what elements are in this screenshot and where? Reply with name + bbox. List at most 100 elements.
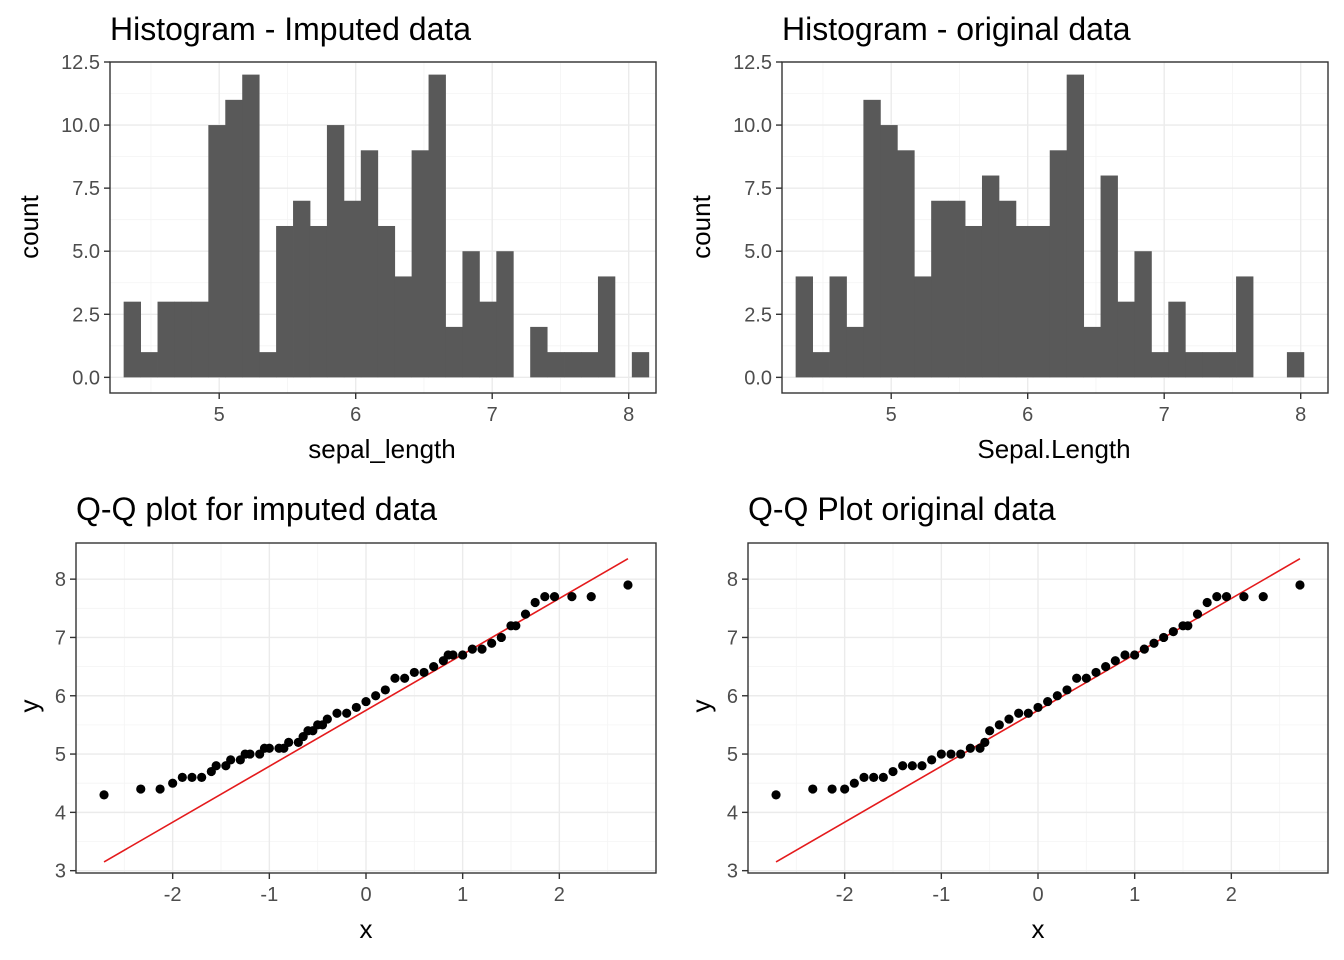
qq-point — [520, 609, 531, 619]
qq-point — [342, 708, 352, 718]
qq-point — [226, 755, 236, 765]
histogram-bar — [1066, 74, 1085, 378]
histogram-bar — [1219, 352, 1237, 378]
qq-point — [840, 784, 850, 794]
qq-point — [136, 784, 146, 794]
y-tick-label: 12.5 — [61, 52, 100, 74]
x-tick-label: 1 — [457, 884, 468, 906]
histogram-bar — [174, 301, 192, 378]
histogram-bar — [1032, 225, 1051, 378]
qq-point — [1062, 685, 1072, 695]
qq-point — [869, 772, 879, 782]
histogram-bar — [1236, 276, 1254, 378]
qq-point — [1004, 714, 1014, 724]
qq-point — [1101, 662, 1111, 672]
x-tick-label: 7 — [1159, 404, 1170, 426]
y-tick-label: 2.5 — [72, 304, 100, 326]
qq-point — [907, 761, 917, 771]
qq-point — [99, 790, 109, 800]
qq-point — [849, 778, 859, 788]
qq-point — [1239, 592, 1249, 602]
qq-point — [980, 737, 990, 747]
qq-point — [1081, 673, 1091, 683]
y-axis-label: y — [686, 700, 716, 713]
histogram-bar — [1117, 301, 1135, 378]
qq-point — [808, 784, 818, 794]
y-tick-label: 7.5 — [744, 178, 772, 200]
y-tick-label: 7 — [727, 627, 738, 649]
panel-histogram-original: Histogram - original data Sepal.Length c… — [686, 11, 1329, 464]
histogram-bar — [1151, 352, 1169, 378]
x-axis-label: sepal_length — [308, 434, 455, 464]
qq-point — [898, 761, 908, 771]
qq-point — [540, 592, 550, 602]
histogram-bar — [479, 301, 497, 378]
x-tick-label: -2 — [836, 884, 854, 906]
histogram-bar — [795, 276, 813, 378]
qq-reference-line — [103, 558, 629, 863]
qq-point — [859, 772, 869, 782]
y-tick-label: 3 — [55, 861, 66, 883]
histogram-bar — [242, 74, 260, 378]
y-tick-label: 4 — [55, 802, 66, 824]
histogram-bar — [411, 150, 429, 378]
qq-point — [1091, 667, 1101, 678]
histogram-bar — [1168, 301, 1186, 378]
plot-title: Q-Q Plot original data — [748, 491, 1056, 527]
qq-point — [946, 749, 956, 759]
histogram-bar — [880, 125, 898, 378]
qq-point — [487, 638, 497, 648]
qq-point — [927, 755, 937, 765]
qq-point — [1110, 656, 1120, 666]
qq-point — [1149, 638, 1159, 648]
histogram-bar — [208, 125, 226, 378]
y-axis-label: count — [14, 194, 44, 258]
histogram-bar — [428, 74, 446, 378]
x-tick-label: 8 — [1295, 404, 1306, 426]
qq-point — [917, 761, 927, 771]
x-tick-label: 1 — [1129, 884, 1140, 906]
histogram-bar — [191, 301, 209, 378]
qq-point — [1120, 650, 1130, 660]
y-axis-label: count — [686, 194, 716, 258]
qq-point — [1258, 592, 1268, 602]
histogram-bar — [225, 99, 243, 378]
histogram-bar — [914, 276, 932, 378]
qq-point — [1033, 702, 1043, 713]
histogram-bar — [326, 125, 345, 378]
y-tick-label: 0.0 — [744, 367, 772, 389]
qq-point — [371, 691, 381, 701]
histogram-bar — [293, 200, 311, 378]
x-tick-label: 2 — [554, 884, 565, 906]
histogram-bar — [140, 352, 158, 378]
y-tick-label: 10.0 — [61, 115, 100, 137]
y-tick-label: 3 — [727, 861, 738, 883]
histogram-bar — [1015, 225, 1034, 378]
histogram-bar — [863, 99, 881, 378]
x-tick-label: 0 — [360, 884, 371, 906]
histogram-bar — [343, 200, 362, 378]
qq-point — [586, 592, 596, 602]
qq-point — [380, 685, 390, 695]
qq-point — [985, 726, 995, 736]
histogram-bar — [631, 352, 650, 378]
histogram-bar — [981, 175, 1000, 378]
qq-point — [351, 702, 361, 713]
qq-point — [197, 772, 207, 782]
qq-point — [549, 592, 560, 602]
histogram-bar — [948, 200, 966, 378]
histogram-bar — [998, 200, 1017, 378]
histogram-bar — [897, 150, 915, 378]
histogram-bar — [123, 301, 141, 378]
histogram-bar — [530, 326, 548, 378]
qq-point — [771, 790, 781, 800]
histogram-bar — [1134, 251, 1152, 378]
panel-qq-original: Q-Q Plot original data x y -2 -1 0 1 2 3 4 5 6 7 8 — [686, 491, 1329, 944]
qq-point — [429, 662, 439, 672]
y-tick-label: 8 — [727, 569, 738, 591]
qq-point — [390, 673, 400, 683]
histogram-bar — [1049, 150, 1068, 378]
histogram-bar — [965, 225, 983, 378]
qq-point — [1202, 597, 1212, 608]
x-tick-label: -1 — [260, 884, 278, 906]
